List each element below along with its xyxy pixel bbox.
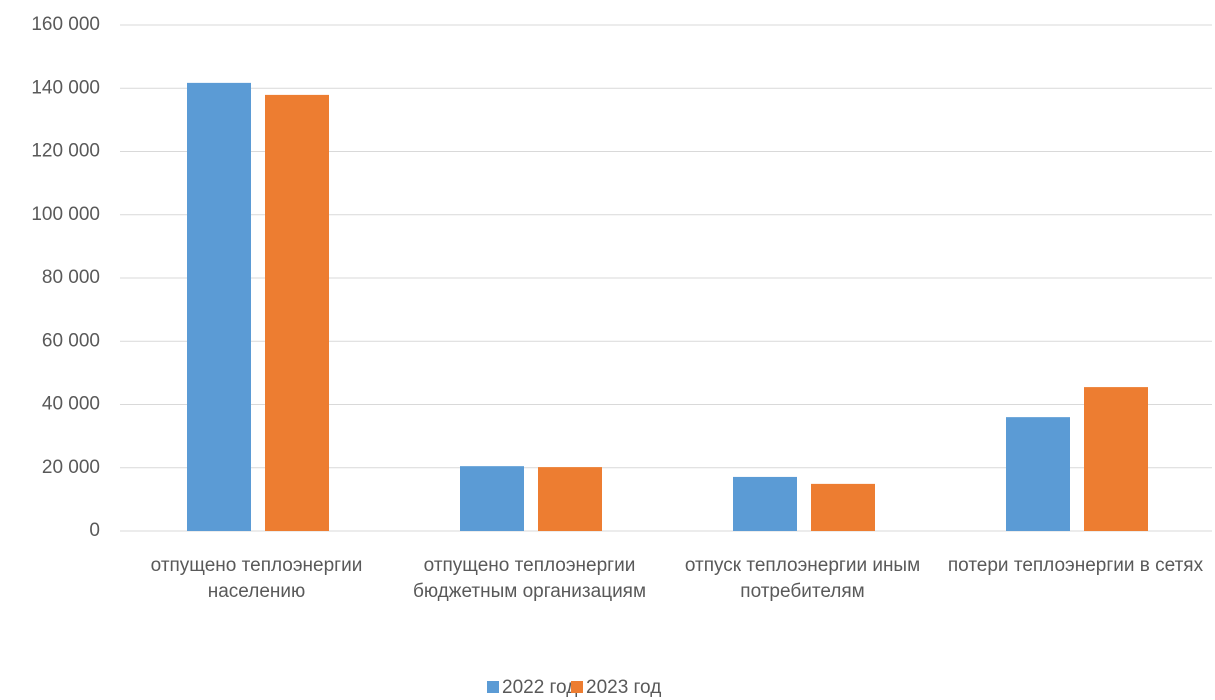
bar (811, 483, 875, 531)
y-tick-label: 80 000 (42, 267, 100, 288)
bar (1084, 387, 1148, 531)
x-tick-label: потери теплоэнергии в сетях (947, 555, 1204, 576)
y-tick-label: 120 000 (31, 141, 100, 162)
legend-label: 2023 год (586, 677, 661, 698)
x-tick-label: отпущено теплоэнергии бюджетным организа… (412, 555, 647, 602)
bar (1006, 417, 1070, 531)
y-tick-label: 100 000 (31, 204, 100, 225)
bar (538, 467, 602, 531)
bar (460, 466, 524, 531)
bar (265, 94, 329, 532)
y-tick-label: 40 000 (42, 394, 100, 415)
y-tick-label: 0 (89, 520, 100, 541)
y-tick-label: 160 000 (31, 14, 100, 35)
y-tick-label: 140 000 (31, 77, 100, 98)
x-tick-label: отпуск теплоэнергии иным потребителям (684, 555, 921, 602)
y-tick-label: 20 000 (42, 457, 100, 478)
legend-label: 2022 год (502, 677, 577, 698)
legend-swatch (487, 681, 499, 693)
y-tick-label: 60 000 (42, 330, 100, 351)
bar (733, 476, 797, 531)
x-tick-label: отпущено теплоэнергии населению (150, 555, 363, 602)
legend-swatch (571, 681, 583, 693)
bar (187, 82, 251, 531)
